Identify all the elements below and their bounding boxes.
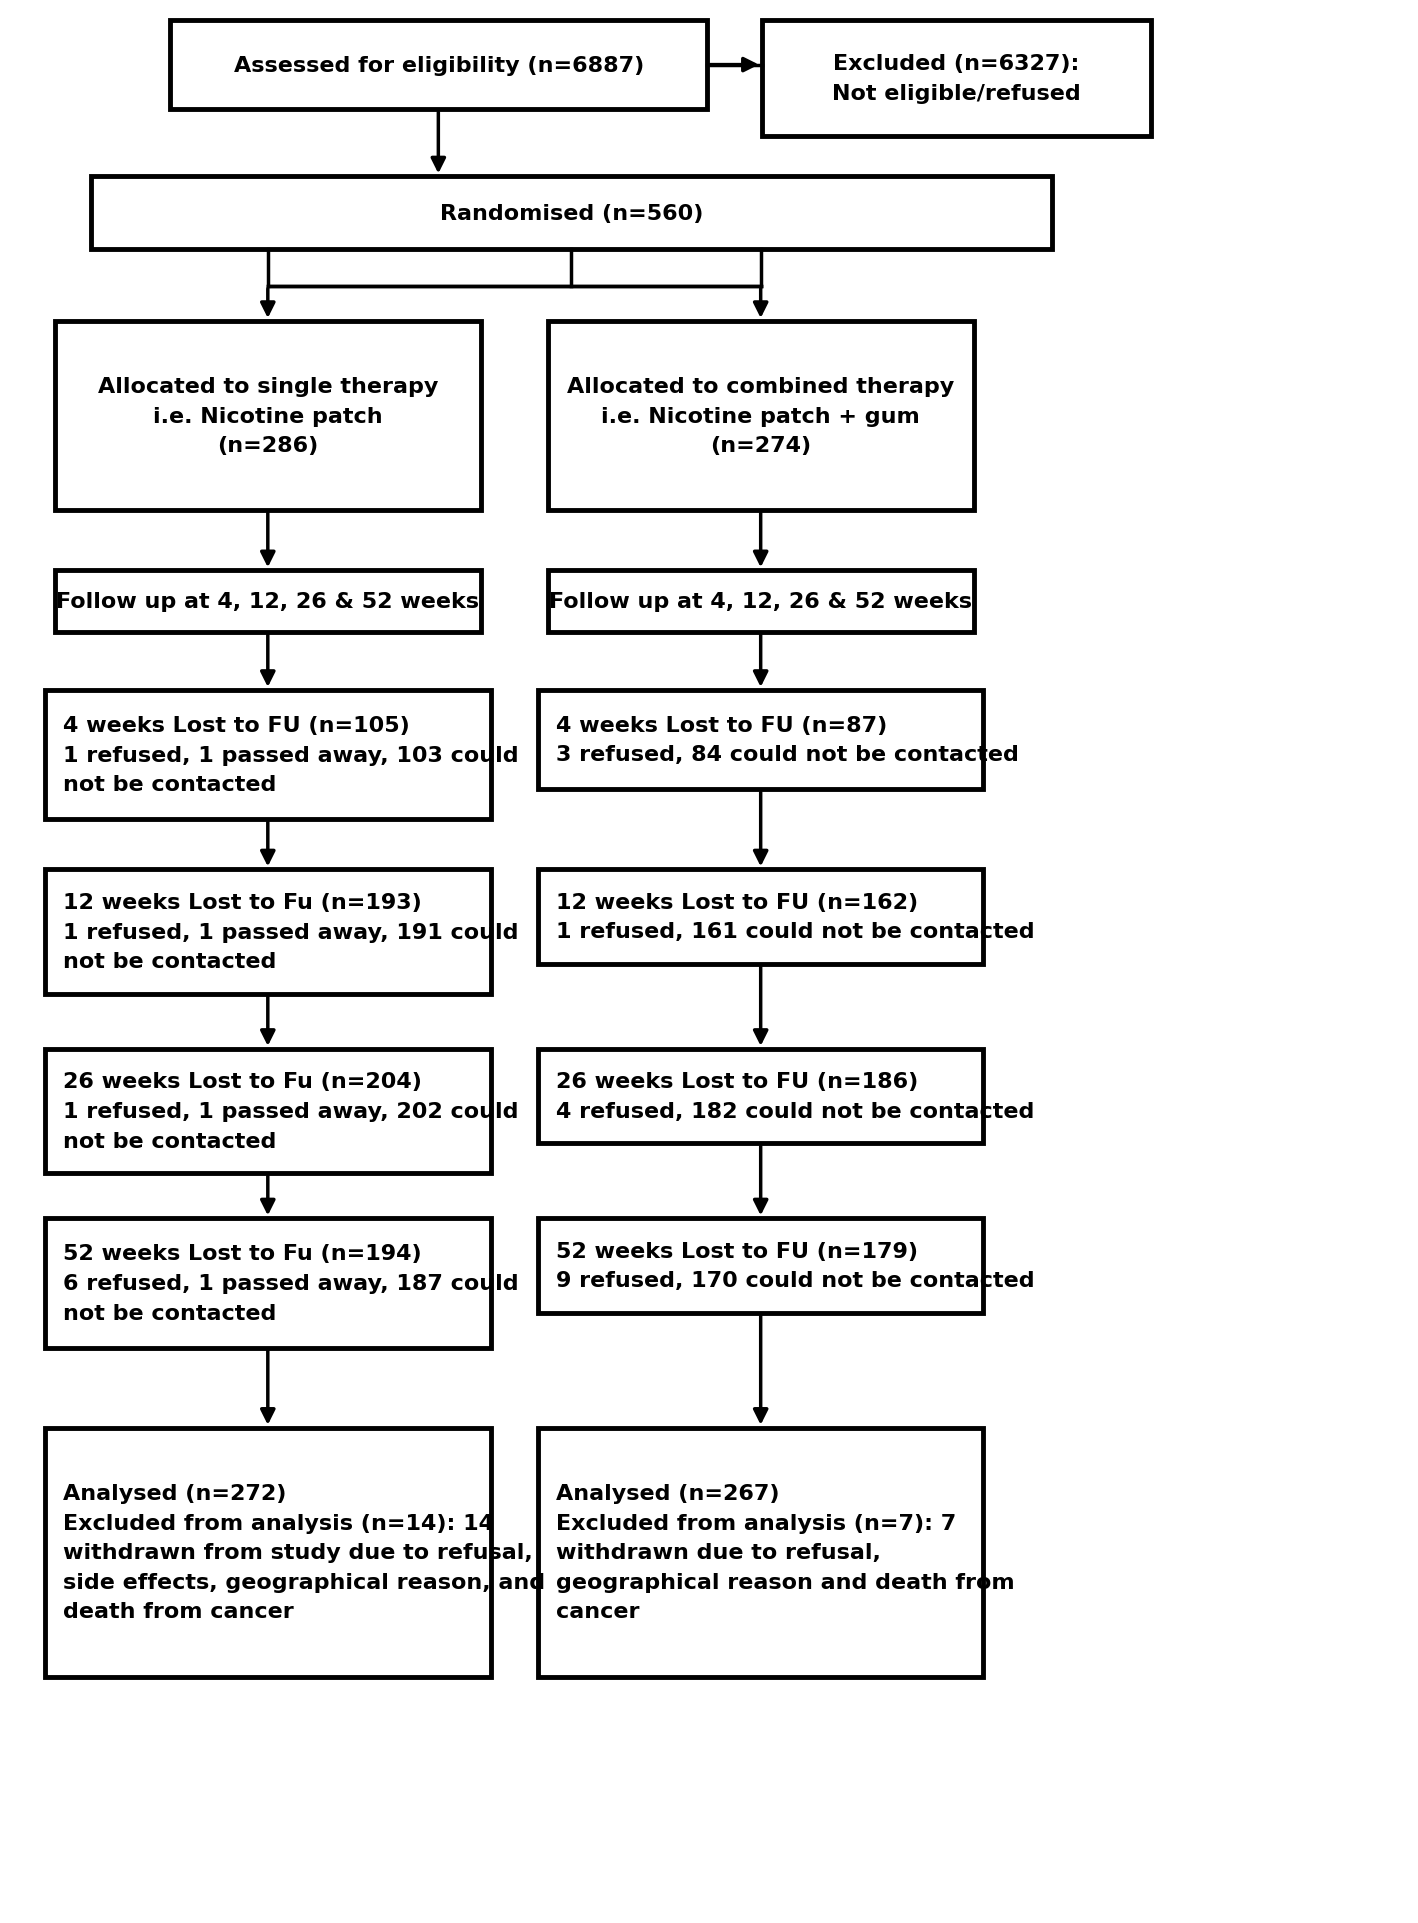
FancyBboxPatch shape [547, 571, 974, 633]
Text: Analysed (n=272)
Excluded from analysis (n=14): 14
withdrawn from study due to r: Analysed (n=272) Excluded from analysis … [62, 1483, 545, 1621]
Text: Randomised (n=560): Randomised (n=560) [440, 204, 703, 223]
Text: 26 weeks Lost to FU (n=186)
4 refused, 182 could not be contacted: 26 weeks Lost to FU (n=186) 4 refused, 1… [556, 1071, 1034, 1121]
Text: 52 weeks Lost to Fu (n=194)
6 refused, 1 passed away, 187 could
not be contacted: 52 weeks Lost to Fu (n=194) 6 refused, 1… [62, 1244, 519, 1323]
Text: Allocated to combined therapy
i.e. Nicotine patch + gum
(n=274): Allocated to combined therapy i.e. Nicot… [567, 377, 954, 456]
FancyBboxPatch shape [45, 1429, 491, 1677]
Text: 12 weeks Lost to Fu (n=193)
1 refused, 1 passed away, 191 could
not be contacted: 12 weeks Lost to Fu (n=193) 1 refused, 1… [62, 892, 518, 971]
FancyBboxPatch shape [761, 21, 1151, 137]
FancyBboxPatch shape [537, 1219, 984, 1313]
FancyBboxPatch shape [537, 690, 984, 790]
Text: 4 weeks Lost to FU (n=87)
3 refused, 84 could not be contacted: 4 weeks Lost to FU (n=87) 3 refused, 84 … [556, 715, 1018, 765]
FancyBboxPatch shape [45, 1219, 491, 1348]
FancyBboxPatch shape [45, 869, 491, 994]
FancyBboxPatch shape [45, 1050, 491, 1173]
Text: Follow up at 4, 12, 26 & 52 weeks: Follow up at 4, 12, 26 & 52 weeks [549, 592, 973, 612]
Text: 26 weeks Lost to Fu (n=204)
1 refused, 1 passed away, 202 could
not be contacted: 26 weeks Lost to Fu (n=204) 1 refused, 1… [62, 1071, 518, 1152]
FancyBboxPatch shape [45, 690, 491, 819]
Text: Analysed (n=267)
Excluded from analysis (n=7): 7
withdrawn due to refusal,
geogr: Analysed (n=267) Excluded from analysis … [556, 1483, 1014, 1621]
FancyBboxPatch shape [170, 21, 708, 110]
Text: 12 weeks Lost to FU (n=162)
1 refused, 161 could not be contacted: 12 weeks Lost to FU (n=162) 1 refused, 1… [556, 892, 1034, 942]
FancyBboxPatch shape [547, 321, 974, 512]
FancyBboxPatch shape [55, 571, 481, 633]
FancyBboxPatch shape [55, 321, 481, 512]
Text: Assessed for eligibility (n=6887): Assessed for eligibility (n=6887) [234, 56, 644, 75]
Text: 4 weeks Lost to FU (n=105)
1 refused, 1 passed away, 103 could
not be contacted: 4 weeks Lost to FU (n=105) 1 refused, 1 … [62, 715, 519, 794]
Text: Excluded (n=6327):
Not eligible/refused: Excluded (n=6327): Not eligible/refused [832, 54, 1081, 104]
Text: Allocated to single therapy
i.e. Nicotine patch
(n=286): Allocated to single therapy i.e. Nicotin… [98, 377, 438, 456]
FancyBboxPatch shape [537, 1050, 984, 1144]
Text: Follow up at 4, 12, 26 & 52 weeks: Follow up at 4, 12, 26 & 52 weeks [57, 592, 479, 612]
Text: 52 weeks Lost to FU (n=179)
9 refused, 170 could not be contacted: 52 weeks Lost to FU (n=179) 9 refused, 1… [556, 1240, 1034, 1290]
FancyBboxPatch shape [537, 869, 984, 965]
FancyBboxPatch shape [537, 1429, 984, 1677]
FancyBboxPatch shape [91, 177, 1052, 250]
